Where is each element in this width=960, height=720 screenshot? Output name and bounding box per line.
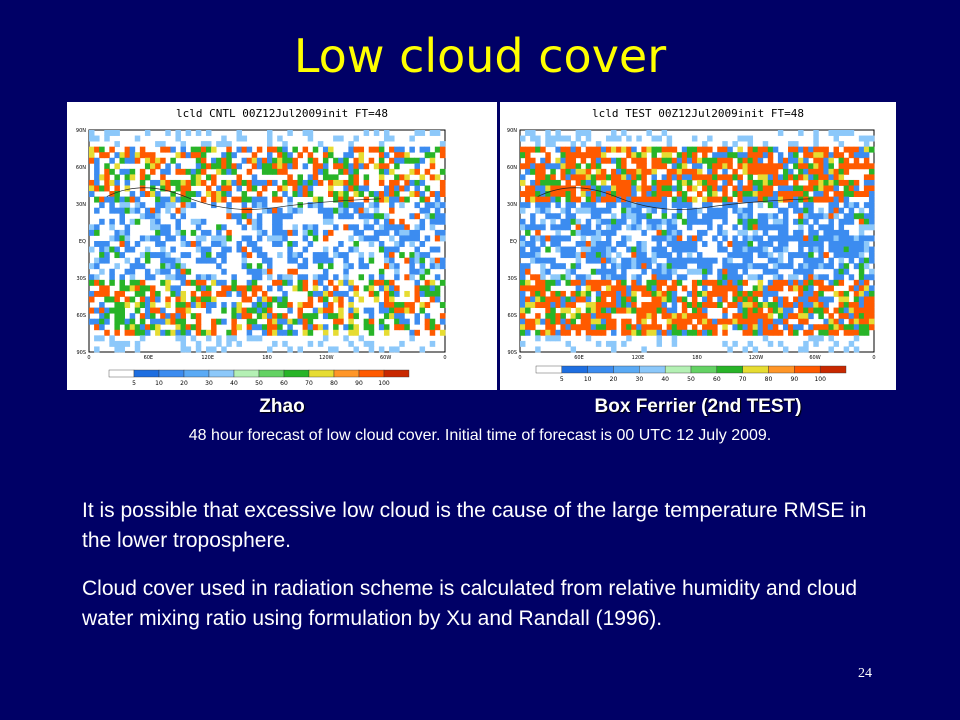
colorbar-label: 10 bbox=[584, 376, 592, 383]
colorbar-label: 40 bbox=[661, 376, 669, 383]
lon-tick-label: 120W bbox=[749, 355, 764, 361]
lon-tick-label: 60E bbox=[574, 355, 584, 361]
colorbar-label: 70 bbox=[305, 380, 313, 387]
colorbar-label: 20 bbox=[610, 376, 618, 383]
map-title: lcld TEST 00Z12Jul2009init FT=48 bbox=[592, 107, 804, 120]
lon-tick-label: 0 bbox=[443, 355, 446, 361]
colorbar-label: 90 bbox=[355, 380, 363, 387]
colorbar-swatch bbox=[794, 365, 821, 374]
lon-tick-label: 180 bbox=[262, 355, 272, 361]
colorbar-swatch bbox=[768, 365, 795, 374]
lat-tick-label: 30N bbox=[76, 202, 86, 208]
map-title: lcld CNTL 00Z12Jul2009init FT=48 bbox=[176, 107, 388, 120]
body-paragraph-1: It is possible that excessive low cloud … bbox=[82, 499, 867, 552]
cloud-field bbox=[89, 130, 446, 353]
scheme-label-zhao: Zhao bbox=[259, 396, 305, 417]
colorbar: 5 10 20 30 40 50 60 70 80 90 100 bbox=[108, 369, 410, 387]
colorbar-swatch bbox=[587, 365, 614, 374]
lat-tick-label: 30N bbox=[507, 202, 517, 208]
colorbar-label: 20 bbox=[180, 380, 188, 387]
lon-tick-label: 60W bbox=[809, 355, 820, 361]
colorbar-swatch bbox=[613, 365, 640, 374]
map-panel-zhao: lcld CNTL 00Z12Jul2009init FT=48 90N 60N 3… bbox=[67, 102, 497, 390]
colorbar-label: 100 bbox=[814, 376, 826, 383]
colorbar-swatch bbox=[819, 365, 847, 374]
colorbar-swatch bbox=[308, 369, 335, 378]
scheme-label-box-ferrier: Box Ferrier (2nd TEST) bbox=[594, 396, 802, 417]
colorbar-label: 50 bbox=[687, 376, 695, 383]
cloud-field bbox=[520, 130, 875, 353]
lat-tick-label: 30S bbox=[76, 276, 86, 282]
colorbar-swatch bbox=[535, 365, 563, 374]
colorbar-swatch bbox=[133, 369, 160, 378]
lon-tick-label: 60W bbox=[380, 355, 391, 361]
colorbar-label: 90 bbox=[791, 376, 799, 383]
colorbar-label: 40 bbox=[230, 380, 238, 387]
colorbar-swatch bbox=[383, 369, 410, 378]
lat-tick-label: EQ bbox=[79, 239, 86, 245]
lat-tick-label: 60S bbox=[76, 313, 86, 319]
colorbar-label: 10 bbox=[155, 380, 163, 387]
colorbar-swatch bbox=[108, 369, 135, 378]
lat-tick-label: 60N bbox=[76, 165, 86, 171]
colorbar: 5 10 20 30 40 50 60 70 80 90 100 bbox=[535, 365, 847, 383]
colorbar-label: 50 bbox=[255, 380, 263, 387]
figure-caption: 48 hour forecast of low cloud cover. Ini… bbox=[188, 427, 772, 444]
colorbar-label: 100 bbox=[378, 380, 390, 387]
colorbar-label: 80 bbox=[765, 376, 773, 383]
lon-tick-label: 120E bbox=[201, 355, 214, 361]
map-panel-box-ferrier: lcld TEST 00Z12Jul2009init FT=48 90N 60N 3… bbox=[500, 102, 896, 390]
colorbar-swatch bbox=[716, 365, 743, 374]
lat-tick-label: 90N bbox=[507, 128, 517, 134]
lat-tick-label: 90N bbox=[76, 128, 86, 134]
lon-tick-label: 0 bbox=[518, 355, 521, 361]
lon-tick-label: 60E bbox=[144, 355, 154, 361]
lon-tick-label: 180 bbox=[692, 355, 702, 361]
colorbar-label: 30 bbox=[636, 376, 644, 383]
slide-title: Low cloud cover bbox=[293, 29, 667, 83]
lat-tick-label: 60N bbox=[507, 165, 517, 171]
colorbar-label: 70 bbox=[739, 376, 747, 383]
lon-tick-label: 120W bbox=[319, 355, 334, 361]
lat-tick-label: 60S bbox=[507, 313, 517, 319]
colorbar-label: 30 bbox=[205, 380, 213, 387]
colorbar-swatch bbox=[158, 369, 185, 378]
lon-tick-label: 120E bbox=[632, 355, 645, 361]
colorbar-swatch bbox=[358, 369, 385, 378]
page-number: 24 bbox=[858, 666, 872, 681]
body-paragraph-2: Cloud cover used in radiation scheme is … bbox=[82, 577, 858, 630]
lat-tick-label: 90S bbox=[76, 350, 86, 356]
colorbar-swatch bbox=[639, 365, 666, 374]
lat-tick-label: 30S bbox=[507, 276, 517, 282]
colorbar-label: 60 bbox=[713, 376, 721, 383]
colorbar-swatch bbox=[742, 365, 769, 374]
colorbar-swatch bbox=[208, 369, 235, 378]
colorbar-swatch bbox=[258, 369, 285, 378]
colorbar-swatch bbox=[333, 369, 360, 378]
lon-tick-label: 0 bbox=[87, 355, 90, 361]
lon-tick-label: 0 bbox=[872, 355, 875, 361]
colorbar-label: 60 bbox=[280, 380, 288, 387]
colorbar-label: 80 bbox=[330, 380, 338, 387]
colorbar-swatch bbox=[690, 365, 718, 374]
colorbar-label: 5 bbox=[132, 380, 136, 387]
colorbar-swatch bbox=[664, 365, 692, 374]
colorbar-swatch bbox=[183, 369, 210, 378]
colorbar-swatch bbox=[283, 369, 310, 378]
colorbar-label: 5 bbox=[560, 376, 564, 383]
lat-tick-label: 90S bbox=[507, 350, 517, 356]
lat-tick-label: EQ bbox=[510, 239, 517, 245]
colorbar-swatch bbox=[561, 365, 588, 374]
colorbar-swatch bbox=[233, 369, 260, 378]
